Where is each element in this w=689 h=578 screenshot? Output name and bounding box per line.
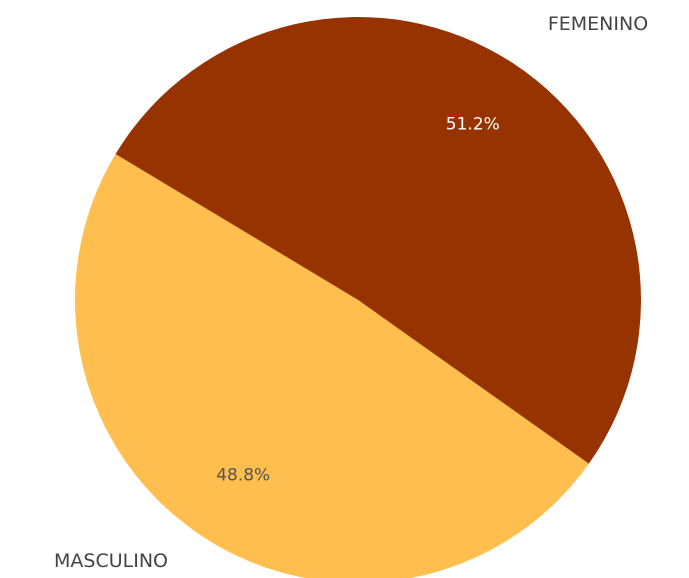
pie-slice-masculino[interactable]	[74, 154, 589, 578]
pie-slice-femenino[interactable]	[115, 17, 641, 464]
pie-value-label-femenino: 51.2%	[446, 115, 500, 135]
pie-labels: 51.2% FEMENINO 48.8% MASCULINO	[54, 13, 648, 572]
pie-category-label-femenino: FEMENINO	[548, 13, 648, 35]
pie-slices	[74, 17, 641, 578]
pie-category-label-masculino: MASCULINO	[54, 550, 168, 572]
pie-value-label-masculino: 48.8%	[216, 465, 270, 485]
